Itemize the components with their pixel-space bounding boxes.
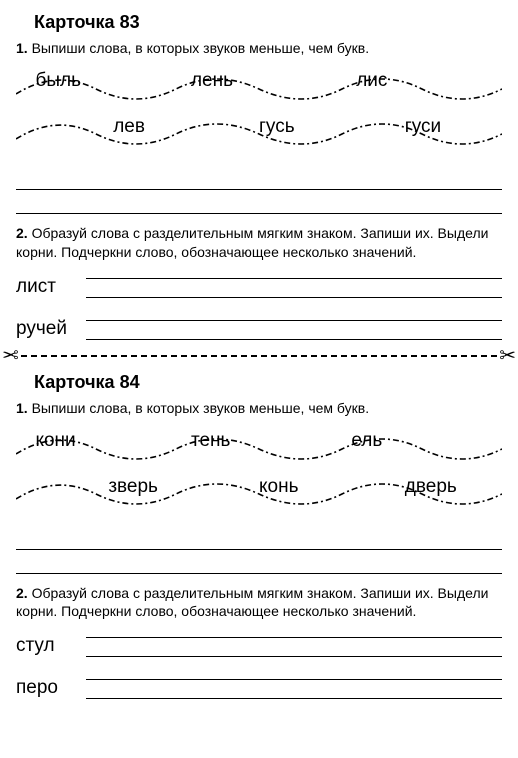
rule-line[interactable] <box>16 172 502 190</box>
wave-word: гуси <box>405 116 441 138</box>
task-number: 2. <box>16 225 28 241</box>
word-row: перо <box>16 669 502 699</box>
wave-word: лень <box>191 70 233 92</box>
task-text: Выпиши слова, в которых звуков меньше, ч… <box>32 40 370 56</box>
word-lines[interactable] <box>86 268 502 298</box>
wave-word: конь <box>259 476 298 498</box>
rule-line[interactable] <box>16 196 502 214</box>
wave-word: зверь <box>108 476 158 498</box>
card-83-task1: 1. Выпиши слова, в которых звуков меньше… <box>16 39 502 58</box>
word-label: перо <box>16 677 76 699</box>
card-83-task2: 2. Образуй слова с разделительным мягким… <box>16 224 502 262</box>
card-84-wave-area: кони тень ель зверь конь дверь <box>16 424 502 524</box>
wave-word: дверь <box>405 476 457 498</box>
wave-word: гусь <box>259 116 295 138</box>
wave-word: лис <box>356 70 387 92</box>
word-lines[interactable] <box>86 310 502 340</box>
word-label: лист <box>16 276 76 298</box>
word-row: лист <box>16 268 502 298</box>
cut-line <box>21 355 497 357</box>
card-83-title: Карточка 83 <box>34 12 502 33</box>
cut-line-row: ✂ ✂ <box>0 344 518 368</box>
word-lines[interactable] <box>86 669 502 699</box>
rule-line[interactable] <box>16 556 502 574</box>
task-number: 1. <box>16 400 28 416</box>
card-83-wave-area: быль лень лис лев гусь гуси <box>16 64 502 164</box>
task-number: 1. <box>16 40 28 56</box>
answer-lines <box>16 532 502 574</box>
word-label: стул <box>16 635 76 657</box>
task-text: Образуй слова с разделительным мягким зн… <box>16 585 488 620</box>
card-84-task1: 1. Выпиши слова, в которых звуков меньше… <box>16 399 502 418</box>
answer-lines <box>16 172 502 214</box>
wave-top <box>16 439 502 459</box>
task-text: Выпиши слова, в которых звуков меньше, ч… <box>32 400 370 416</box>
task-number: 2. <box>16 585 28 601</box>
scissors-icon: ✂ <box>0 346 21 366</box>
wave-word: быль <box>35 70 81 92</box>
card-84-task2: 2. Образуй слова с разделительным мягким… <box>16 584 502 622</box>
wave-word: кони <box>35 430 75 452</box>
wave-top <box>16 79 502 99</box>
word-row: ручей <box>16 310 502 340</box>
word-row: стул <box>16 627 502 657</box>
wave-word: тень <box>191 430 230 452</box>
wave-word: лев <box>113 116 145 138</box>
wave-word: ель <box>351 430 382 452</box>
word-label: ручей <box>16 318 76 340</box>
task-text: Образуй слова с разделительным мягким зн… <box>16 225 488 260</box>
wave-svg <box>16 424 502 524</box>
word-lines[interactable] <box>86 627 502 657</box>
card-84-title: Карточка 84 <box>34 372 502 393</box>
wave-svg <box>16 64 502 164</box>
rule-line[interactable] <box>16 532 502 550</box>
scissors-icon: ✂ <box>497 346 518 366</box>
